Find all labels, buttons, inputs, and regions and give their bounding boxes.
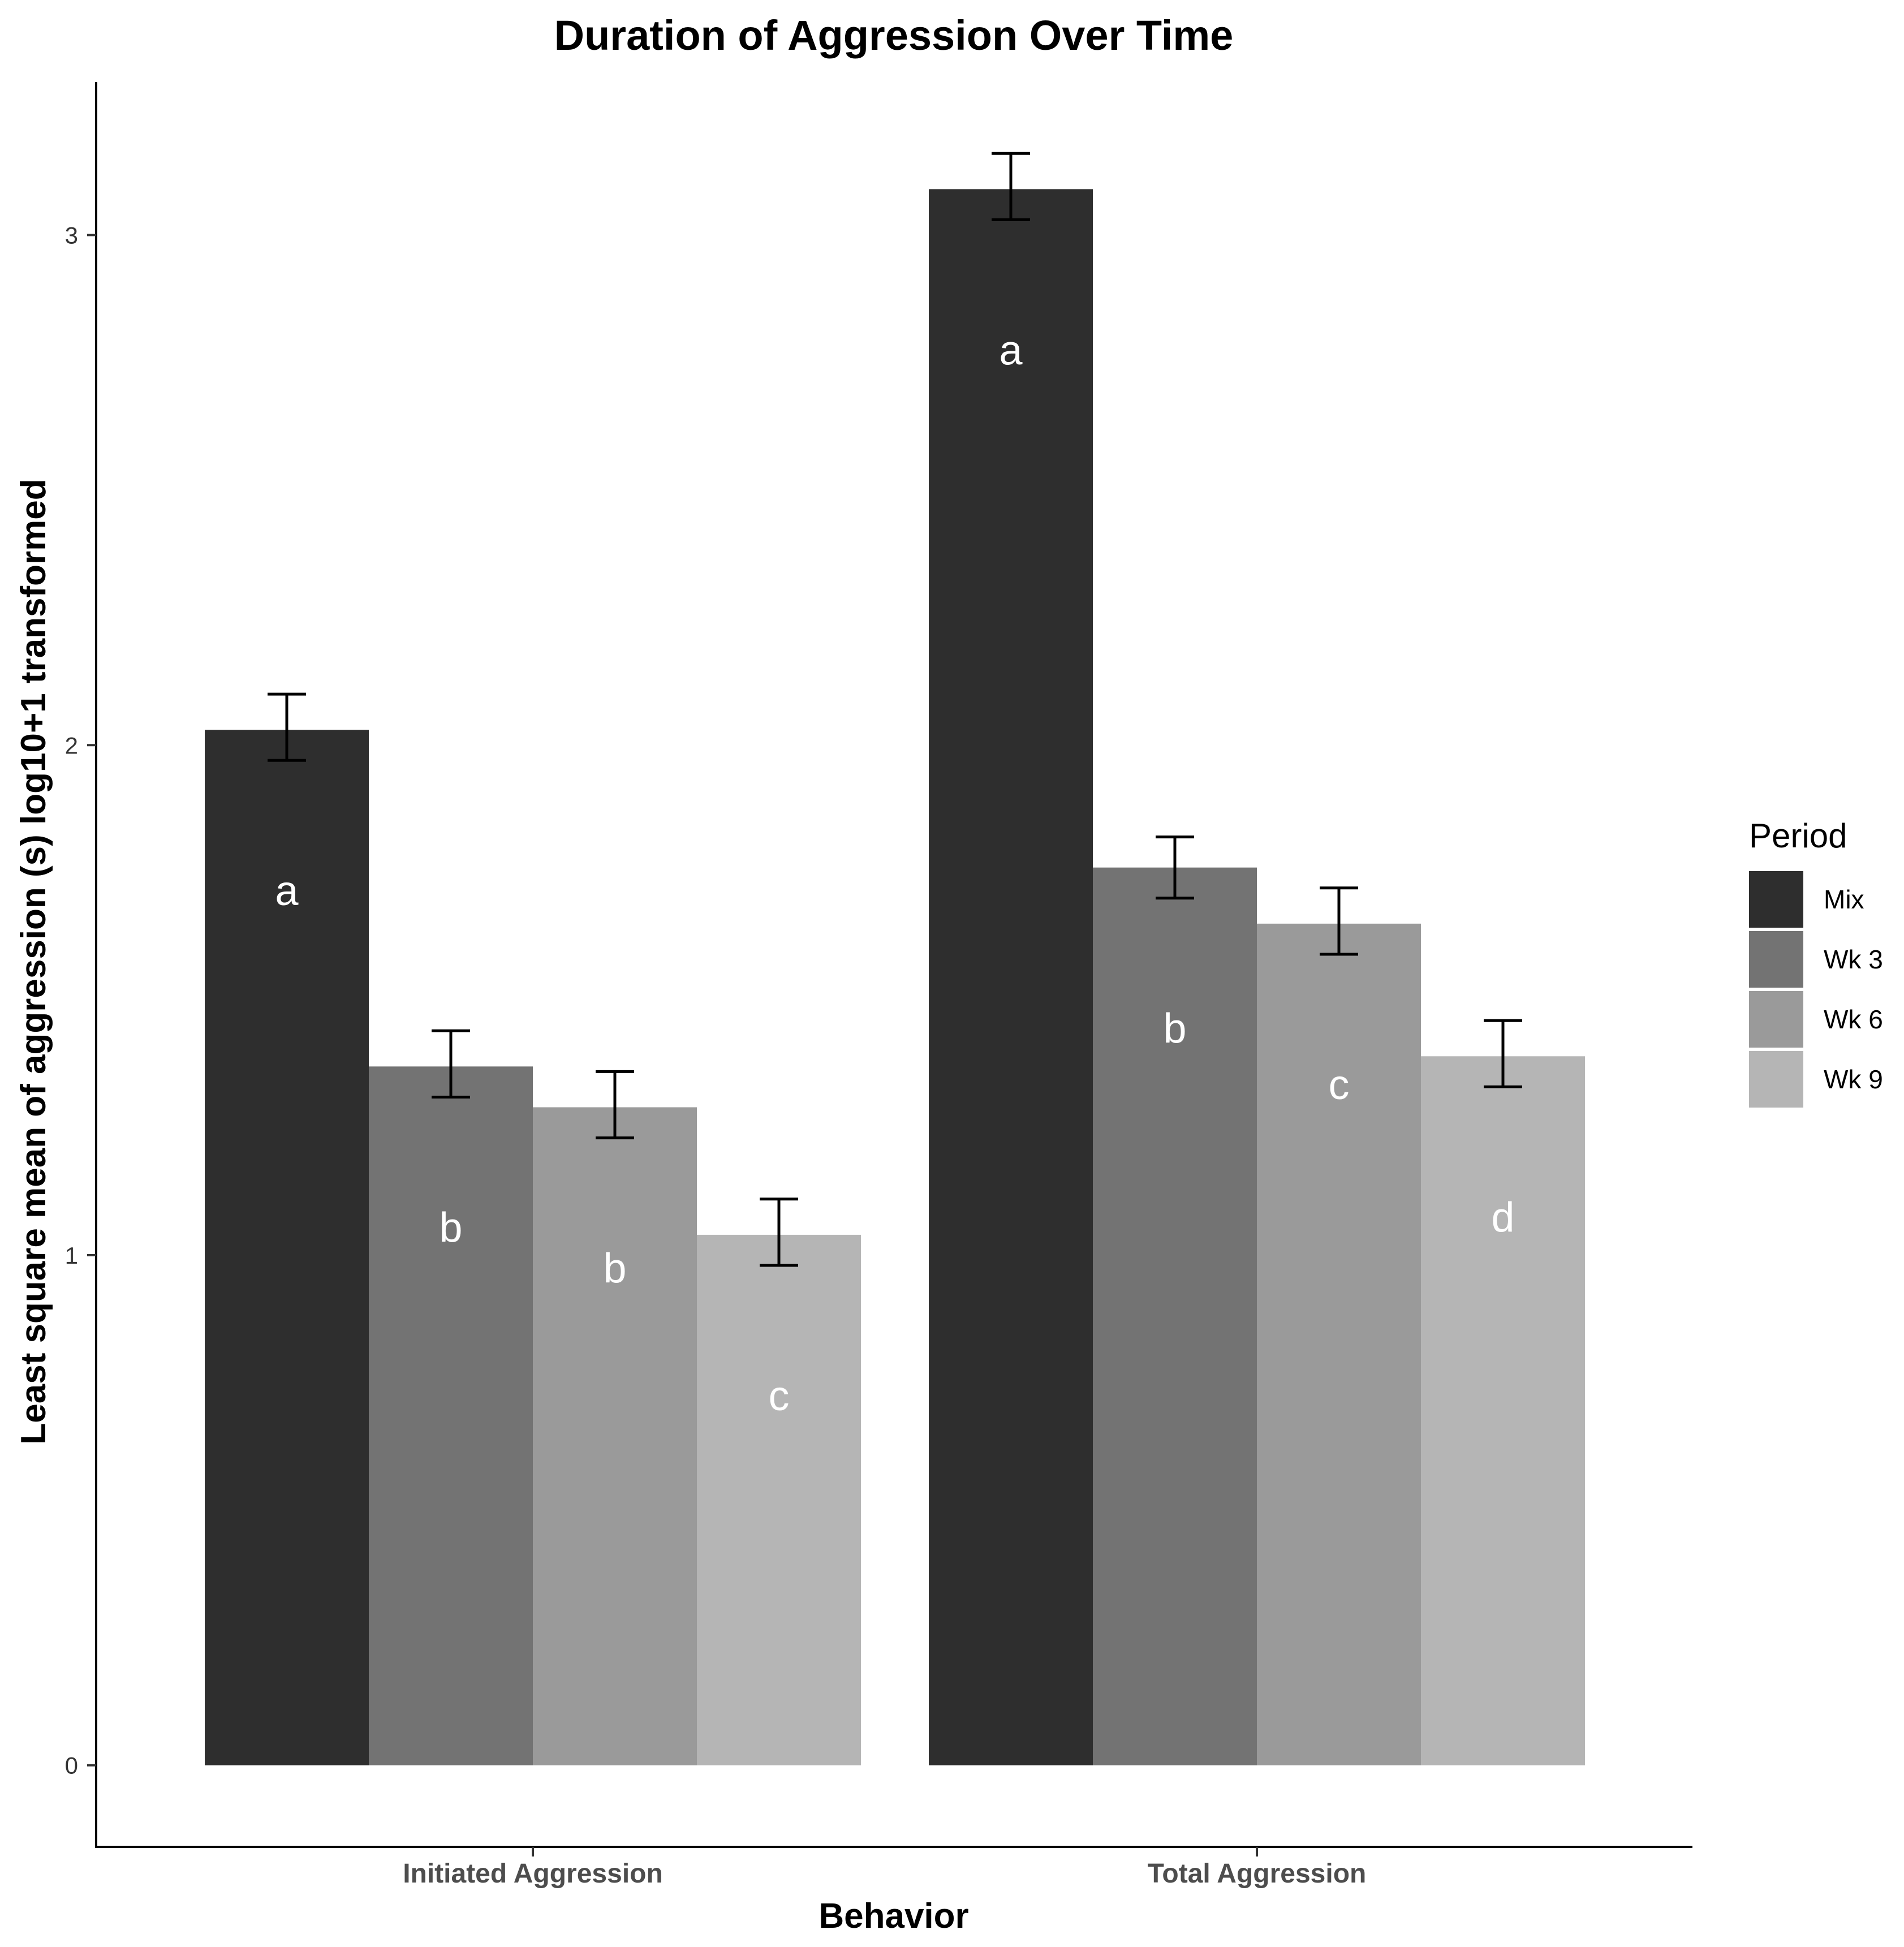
significance-letter: d (1491, 1194, 1514, 1240)
bar-mix-total-aggression (929, 189, 1093, 1765)
bar-wk-6-initiated-aggression (533, 1107, 697, 1765)
bar-wk-3-total-aggression (1093, 867, 1257, 1765)
y-ticks-layer: 0 1 2 3 (65, 222, 96, 1779)
y-tick-label: 2 (65, 732, 78, 759)
significance-letter: b (439, 1204, 462, 1251)
legend-key-wk-3 (1749, 931, 1803, 988)
legend-label: Wk 6 (1824, 1005, 1883, 1034)
significance-letter: c (769, 1372, 790, 1419)
bar-wk-6-total-aggression (1257, 923, 1421, 1765)
bar-wk-9-total-aggression (1421, 1056, 1585, 1765)
y-tick-label: 3 (65, 222, 78, 249)
significance-letter: c (1329, 1061, 1350, 1108)
legend-items: Mix Wk 3 Wk 6 Wk 9 (1749, 871, 1883, 1108)
legend-title: Period (1749, 817, 1847, 855)
significance-letter: a (275, 867, 299, 914)
legend-key-wk-9 (1749, 1051, 1803, 1108)
x-ticks-layer: Initiated Aggression Total Aggression (403, 1847, 1366, 1889)
error-bars-layer (268, 152, 1522, 1267)
chart-title: Duration of Aggression Over Time (554, 12, 1234, 59)
bar-mix-initiated-aggression (205, 730, 369, 1765)
bar-wk-9-initiated-aggression (697, 1234, 861, 1765)
legend: Period Mix Wk 3 Wk 6 Wk 9 (1749, 817, 1883, 1108)
legend-label: Mix (1824, 885, 1864, 914)
significance-letters-layer: a b b c a b c d (275, 326, 1514, 1419)
significance-letter: a (999, 326, 1023, 373)
significance-letter: b (1163, 1005, 1186, 1052)
y-tick-label: 0 (65, 1752, 78, 1779)
y-tick-label: 1 (65, 1242, 78, 1269)
bars-layer (205, 189, 1585, 1765)
significance-letter: b (603, 1244, 626, 1291)
x-tick-label: Initiated Aggression (403, 1859, 663, 1889)
bar-wk-3-initiated-aggression (369, 1066, 533, 1765)
legend-key-mix (1749, 871, 1803, 928)
x-axis-title: Behavior (819, 1897, 968, 1936)
y-axis-title: Least square mean of aggression (s) log1… (14, 479, 53, 1444)
x-tick-label: Total Aggression (1148, 1859, 1367, 1889)
legend-label: Wk 9 (1824, 1065, 1883, 1094)
legend-key-wk-6 (1749, 991, 1803, 1048)
legend-label: Wk 3 (1824, 945, 1883, 974)
